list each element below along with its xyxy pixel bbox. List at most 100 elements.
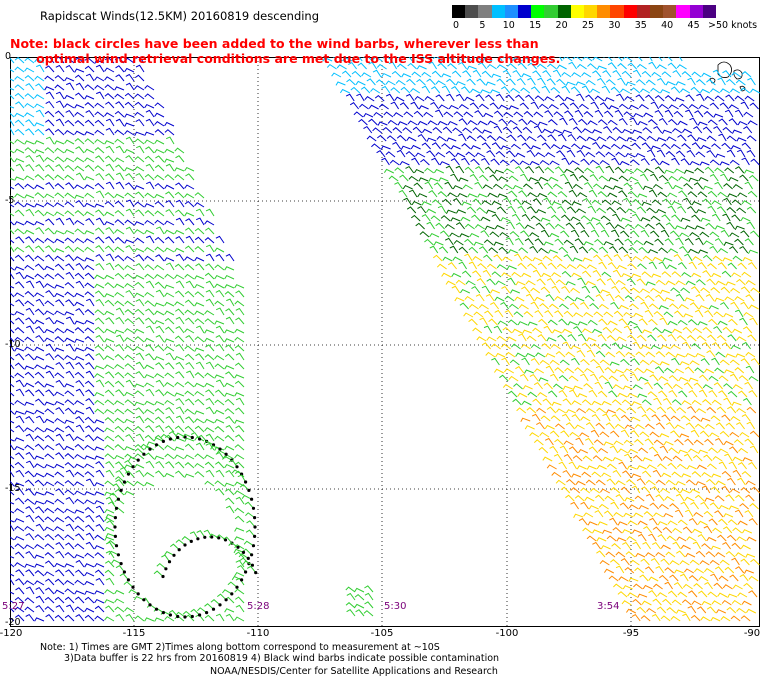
wind-barb (661, 414, 671, 422)
wind-barb (64, 103, 75, 109)
wind-barb (648, 261, 658, 270)
wind-barb (580, 416, 591, 422)
wind-barb (710, 616, 721, 622)
wind-barb (463, 312, 474, 318)
wind-barb (601, 343, 611, 350)
wind-barb (65, 217, 75, 226)
wind-barb (45, 343, 55, 352)
wind-barb (234, 344, 245, 352)
wind-barb (530, 215, 541, 222)
wind-barb (743, 169, 754, 174)
wind-barb (182, 610, 193, 617)
wind-barb (74, 57, 85, 64)
wind-barb (25, 613, 35, 622)
wind-barb (560, 230, 570, 238)
wind-barb (559, 303, 569, 310)
wind-barb (607, 192, 618, 198)
wind-barb (227, 581, 238, 588)
quality-circle (230, 592, 234, 596)
wind-barb (114, 444, 125, 451)
wind-barb (175, 235, 185, 244)
wind-barb (619, 502, 629, 510)
wind-barb (727, 406, 737, 414)
wind-barb (731, 328, 743, 334)
wind-barb (581, 342, 591, 350)
wind-barb (547, 262, 557, 270)
wind-barb (729, 232, 740, 238)
wind-barb (153, 570, 164, 577)
wind-barb (527, 77, 536, 86)
wind-barb (95, 461, 105, 469)
wind-barb (45, 587, 55, 595)
wind-barb (394, 167, 405, 174)
wind-barb (145, 308, 155, 316)
wind-barb (197, 607, 207, 614)
wind-barb (114, 110, 125, 118)
wind-barb (64, 130, 75, 136)
wind-barb (702, 185, 713, 190)
wind-barb (479, 89, 490, 94)
wind-barb (114, 236, 125, 244)
wind-barb (134, 346, 145, 352)
wind-barb (693, 512, 704, 518)
wind-barb (570, 229, 580, 238)
wind-barb (685, 352, 696, 358)
wind-barb (14, 445, 25, 451)
wind-barb (417, 205, 427, 214)
wind-barb (34, 263, 45, 271)
wind-barb (24, 274, 35, 280)
wind-barb (744, 381, 754, 390)
wind-barb (681, 473, 692, 478)
wind-barb (94, 203, 105, 208)
wind-barb (174, 274, 185, 280)
wind-barb (116, 334, 125, 343)
wind-barb (15, 101, 25, 109)
wind-barb (714, 495, 725, 502)
wind-barb (543, 182, 553, 190)
wind-barb (639, 431, 650, 438)
wind-barb (94, 102, 105, 109)
wind-barb (721, 270, 732, 278)
wind-barb (581, 72, 592, 78)
wind-barb (576, 349, 586, 358)
wind-barb (85, 73, 95, 82)
wind-barb (24, 264, 35, 271)
wind-barb (54, 202, 65, 208)
wind-barb (648, 189, 658, 198)
wind-barb (727, 390, 738, 398)
wind-barb (733, 439, 744, 446)
wind-barb (685, 552, 696, 558)
wind-barb (204, 318, 215, 325)
wind-barb (35, 586, 45, 595)
wind-barb (684, 297, 695, 302)
wind-barb (74, 554, 85, 559)
wind-barb (732, 255, 743, 262)
wind-barb (608, 575, 619, 582)
wind-barb (655, 208, 667, 214)
wind-barb (645, 223, 655, 230)
wind-barb (154, 121, 165, 127)
wind-barb (508, 303, 519, 310)
wind-barb (547, 206, 557, 214)
quality-circle (250, 497, 254, 501)
wind-barb (506, 150, 516, 158)
wind-barb (44, 606, 55, 613)
wind-barb (693, 583, 703, 590)
wind-barb (746, 221, 756, 230)
wind-barb (45, 164, 55, 172)
wind-barb (595, 350, 606, 358)
wind-barb (502, 126, 513, 134)
wind-barb (599, 159, 610, 166)
wind-barb (659, 289, 670, 295)
wind-barb (114, 598, 125, 604)
wind-barb (720, 616, 731, 622)
wind-barb (689, 488, 701, 494)
wind-barb (478, 304, 489, 310)
wind-barb (655, 422, 665, 430)
wind-barb (125, 470, 135, 478)
wind-barb (107, 540, 117, 547)
wind-barb (691, 600, 702, 606)
wind-barb (480, 157, 490, 166)
wind-barb (145, 118, 155, 127)
wind-barb (600, 488, 611, 494)
